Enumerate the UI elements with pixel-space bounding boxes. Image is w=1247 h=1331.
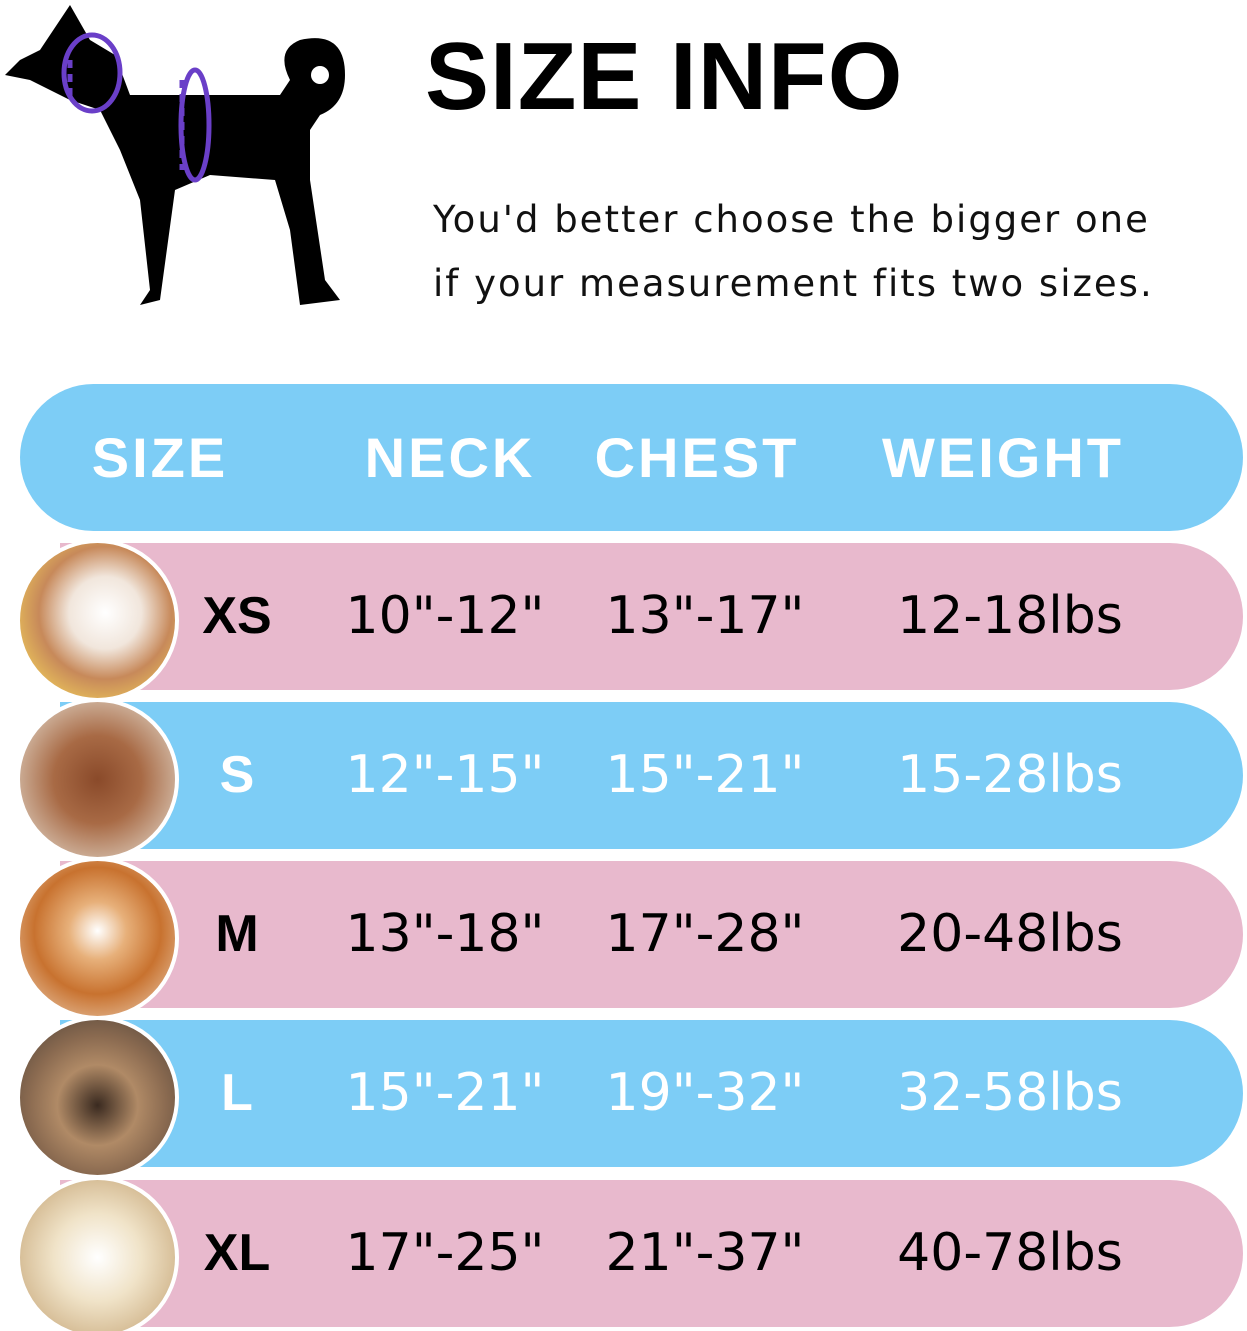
header-chest: CHEST [594,426,800,489]
weight-cell: 20-48lbs [897,904,1123,964]
table-row: L 15"-21" 19"-32" 32-58lbs [16,1016,1243,1179]
chest-cell: 13"-17" [605,586,805,646]
chest-cell: 21"-37" [605,1223,805,1283]
header-size: SIZE [91,426,229,489]
weight-cell: 32-58lbs [897,1063,1123,1123]
chest-cell: 19"-32" [605,1063,805,1123]
table-row: XL 17"-25" 21"-37" 40-78lbs [16,1176,1243,1331]
dog-silhouette-icon [5,5,345,305]
header-neck: NECK [364,426,536,489]
neck-cell: 12"-15" [345,745,545,805]
table-header: SIZE NECK CHEST WEIGHT [20,384,1243,531]
poodle-photo [16,698,179,861]
french-bulldog-photo [16,1016,179,1179]
chest-cell: 17"-28" [605,904,805,964]
header-weight: WEIGHT [882,426,1124,489]
weight-cell: 40-78lbs [897,1223,1123,1283]
size-cell: XL [203,1224,271,1282]
table-row: XS 10"-12" 13"-17" 12-18lbs [16,539,1243,702]
neck-cell: 13"-18" [345,904,545,964]
labrador-photo [16,1176,179,1331]
page-title: SIZE INFO [425,23,904,130]
chest-cell: 15"-21" [605,745,805,805]
shiba-photo [16,857,179,1020]
size-cell: M [215,905,259,963]
advice-line: if your measurement fits two sizes. [433,262,1154,305]
weight-cell: 15-28lbs [897,745,1123,805]
weight-cell: 12-18lbs [897,586,1123,646]
neck-cell: 15"-21" [345,1063,545,1123]
neck-cell: 17"-25" [345,1223,545,1283]
advice-line: You'd better choose the bigger one [433,198,1150,241]
table-row: S 12"-15" 15"-21" 15-28lbs [16,698,1243,861]
size-cell: XS [202,587,272,645]
size-advice: You'd better choose the bigger one if yo… [433,188,1154,316]
table-row: M 13"-18" 17"-28" 20-48lbs [16,857,1243,1020]
size-cell: L [221,1064,253,1122]
pomeranian-photo [16,539,179,702]
size-cell: S [219,746,255,804]
neck-cell: 10"-12" [345,586,545,646]
